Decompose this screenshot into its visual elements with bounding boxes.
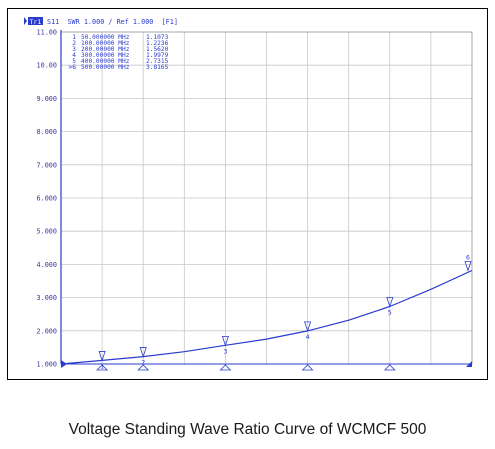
trace-settings: S11 SWR 1.000 / Ref 1.000 [F1] — [47, 18, 178, 26]
marker-arrow — [383, 364, 396, 371]
marker-triangle — [304, 321, 312, 333]
stop-marker-icon — [466, 361, 472, 367]
marker-table-freq: 300.00000 MHz — [81, 52, 130, 59]
marker-label: 4 — [306, 333, 310, 341]
y-tick-label: 3.000 — [37, 294, 57, 302]
bottom-marker-arrows — [96, 364, 396, 371]
marker-table-freq: 500.00000 MHz — [81, 64, 130, 71]
marker-triangle — [221, 335, 229, 347]
marker-annotations: 1 2 3 4 5 6 — [98, 253, 472, 370]
y-tick-label: 8.000 — [37, 128, 57, 136]
y-tick-label: 6.000 — [37, 195, 57, 203]
y-tick-label: 11.00 — [37, 29, 57, 37]
figure-caption: Voltage Standing Wave Ratio Curve of WCM… — [68, 421, 427, 438]
marker-table-freq: 50.000000 MHz — [81, 34, 130, 41]
trace-header: Tr1 S11 SWR 1.000 / Ref 1.000 [F1] — [24, 17, 178, 26]
marker-table-id: >6 — [69, 64, 77, 71]
marker-label: 2 — [141, 359, 145, 367]
marker-triangle — [139, 347, 147, 358]
vswr-chart: 11.00 10.00 9.000 8.000 7.000 6.000 5.000 4.000… — [24, 17, 473, 371]
marker-triangle — [98, 351, 106, 362]
marker-table-id: 2 — [72, 40, 76, 47]
y-tick-label: 4.000 — [37, 261, 57, 269]
marker-table-value: 3.8165 — [146, 64, 169, 71]
y-tick-labels: 11.00 10.00 9.000 8.000 7.000 6.000 5.000 4.000… — [37, 29, 57, 369]
trace-tag-box — [28, 17, 43, 25]
marker-triangle — [464, 261, 472, 272]
y-tick-label: 9.000 — [37, 95, 57, 103]
axes — [60, 30, 472, 368]
marker-label: 6 — [466, 253, 470, 261]
marker-table: 1 50.000000 MHz 1.1073 2 100.00000 MHz 1.2236… — [69, 34, 169, 71]
marker-table-id: 3 — [72, 46, 76, 53]
marker-label: 3 — [223, 347, 227, 355]
active-trace-icon — [24, 17, 27, 25]
y-tick-label: 2.000 — [37, 327, 57, 335]
marker-table-id: 5 — [72, 58, 76, 65]
marker-table-freq: 100.00000 MHz — [81, 40, 130, 47]
grid — [60, 31, 473, 365]
marker-table-freq: 400.00000 MHz — [81, 58, 130, 65]
trace — [60, 269, 473, 365]
analyzer-screen: 11.00 10.00 9.000 8.000 7.000 6.000 5.000 4.000… — [7, 8, 488, 380]
y-tick-label: 10.00 — [37, 62, 57, 70]
marker-arrow — [96, 364, 109, 371]
marker-arrow — [301, 364, 314, 371]
vswr-trace — [60, 269, 473, 365]
y-tick-label: 1.000 — [37, 361, 57, 369]
marker-arrow — [137, 364, 150, 371]
trace-tag: Tr1 — [30, 18, 42, 26]
marker-arrow — [219, 364, 232, 371]
marker-table-value: 1.9979 — [146, 52, 169, 59]
marker-table-value: 2.7315 — [146, 58, 169, 65]
marker-label: 5 — [388, 309, 392, 317]
y-tick-label: 5.000 — [37, 228, 57, 236]
marker-table-id: 4 — [72, 52, 76, 59]
marker-table-value: 1.2236 — [146, 40, 169, 47]
marker-table-freq: 200.00000 MHz — [81, 46, 130, 53]
marker-table-value: 1.5620 — [146, 46, 169, 53]
y-tick-label: 7.000 — [37, 161, 57, 169]
marker-table-value: 1.1073 — [146, 34, 169, 41]
marker-triangle — [386, 297, 394, 308]
marker-table-id: 1 — [72, 34, 76, 41]
marker-label: 1 — [100, 362, 104, 370]
